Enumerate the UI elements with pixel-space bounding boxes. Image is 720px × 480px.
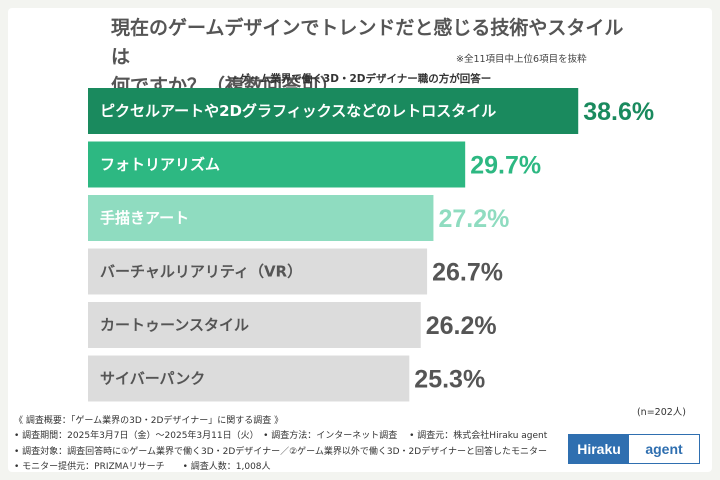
bar-value-label: 26.7% [432,259,503,287]
chart-subtitle: ーゲーム業界で働く3D・2Dデザイナー職の方が回答ー [228,73,492,85]
bar-value-label: 25.3% [414,366,485,394]
bar-3 [88,195,434,241]
bar-category-label: サイバーパンク [100,370,205,388]
bar-value-label: 27.2% [438,205,509,233]
bar-5 [88,302,421,348]
survey-line: 《 調査概要：「ゲーム業界の3D・2Dデザイナー」に関する調査 》 [14,416,284,426]
survey-line: • 調査期間：2025年3月7日（金）～2025年3月11日（火） • 調査方法… [14,431,548,442]
bar-category-label: カートゥーンスタイル [100,316,249,334]
bar-category-label: フォトリアリズム [100,156,220,174]
bar-value-label: 38.6% [583,98,654,126]
survey-line: • 調査対象：調査回答時に①ゲーム業界で働く3D・2Dデザイナー／②ゲーム業界以… [14,446,548,457]
survey-line: • モニター提供元：PRIZMAリサーチ • 調査人数：1,008人 [14,462,271,473]
hiraku-agent-logo: Hiraku agent [568,434,700,464]
bar-value-label: 26.2% [426,312,497,340]
logo-right-text: agent [629,435,699,463]
bar-1 [88,88,579,134]
bar-6 [88,355,410,402]
logo-left-text: Hiraku [569,435,629,463]
bar-2 [88,141,466,188]
bar-category-label: バーチャルリアリティ（VR） [100,263,302,281]
title-line-1: 現在のゲームデザインでトレンドだと感じる技術やスタイルは [111,17,624,68]
bar-category-label: 手描きアート [100,209,189,227]
selection-note: ※全11項目中上位6項目を抜粋 [456,54,587,65]
bar-4 [88,248,428,295]
bar-value-label: 29.7% [470,152,541,180]
survey-summary: 《 調査概要：「ゲーム業界の3D・2Dデザイナー」に関する調査 》 • 調査期間… [14,414,574,476]
bar-category-label: ピクセルアートや2Dグラフィックスなどのレトロスタイル [100,102,496,120]
sample-size: (n=202人) [636,407,686,418]
